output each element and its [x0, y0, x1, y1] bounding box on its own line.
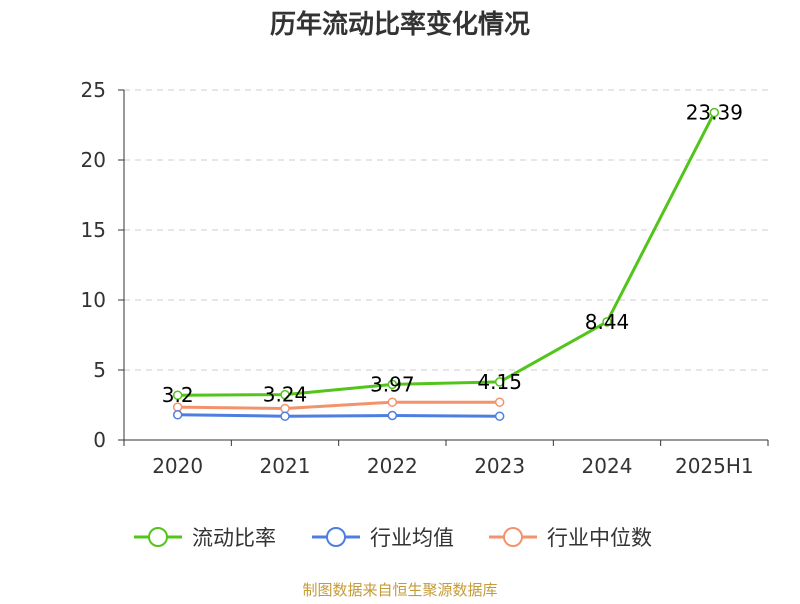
data-point [494, 377, 505, 387]
legend-label: 流动比率 [192, 526, 276, 550]
y-tick-label: 20 [81, 148, 106, 172]
legend-label: 行业中位数 [547, 526, 652, 550]
y-tick-label: 0 [93, 428, 106, 452]
data-point [280, 389, 290, 400]
series-line [176, 400, 502, 410]
data-point [387, 410, 398, 421]
data-label: 4.15 [477, 370, 522, 394]
y-tick-label: 15 [81, 218, 106, 242]
x-tick-label: 2024 [582, 454, 633, 478]
x-tick-label: 2023 [474, 454, 525, 478]
x-tick-label: 2025H1 [675, 454, 754, 478]
y-tick-label: 5 [93, 358, 106, 382]
data-point [494, 397, 505, 407]
grid-lines [124, 89, 768, 371]
series-line [176, 111, 716, 397]
y-tick-label: 25 [81, 78, 106, 102]
x-tick-label: 2022 [367, 454, 418, 478]
data-label: 3.2 [162, 383, 194, 407]
data-point [602, 317, 612, 327]
series-lines [172, 107, 720, 421]
data-point [280, 411, 290, 421]
data-label: 8.44 [585, 310, 630, 334]
data-point [387, 379, 398, 390]
axes: 0 5 10 15 20 25 2020 2021 2022 2023 2024 2025H1 [81, 78, 769, 478]
data-point [709, 107, 720, 118]
data-labels: 3.2 3.24 3.97 4.15 8.44 23.39 [162, 101, 743, 408]
legend-marker [503, 527, 523, 547]
data-label: 23.39 [686, 101, 743, 125]
y-tick-label: 10 [81, 288, 106, 312]
data-label: 3.24 [263, 383, 308, 407]
x-tick-label: 2021 [260, 454, 311, 478]
data-label: 3.97 [370, 372, 415, 396]
source-note: 制图数据来自恒生聚源数据库 [302, 581, 497, 599]
data-point [494, 411, 505, 421]
data-point [172, 410, 183, 420]
x-tick-label: 2020 [152, 454, 203, 478]
legend: 流动比率 行业均值 行业中位数 [134, 526, 652, 550]
data-point [172, 390, 183, 400]
legend-marker [326, 527, 346, 547]
chart-title: 历年流动比率变化情况 [270, 9, 530, 40]
legend-label: 行业均值 [370, 526, 454, 550]
series-line [176, 413, 502, 418]
data-point [387, 397, 398, 407]
legend-marker [148, 527, 168, 547]
